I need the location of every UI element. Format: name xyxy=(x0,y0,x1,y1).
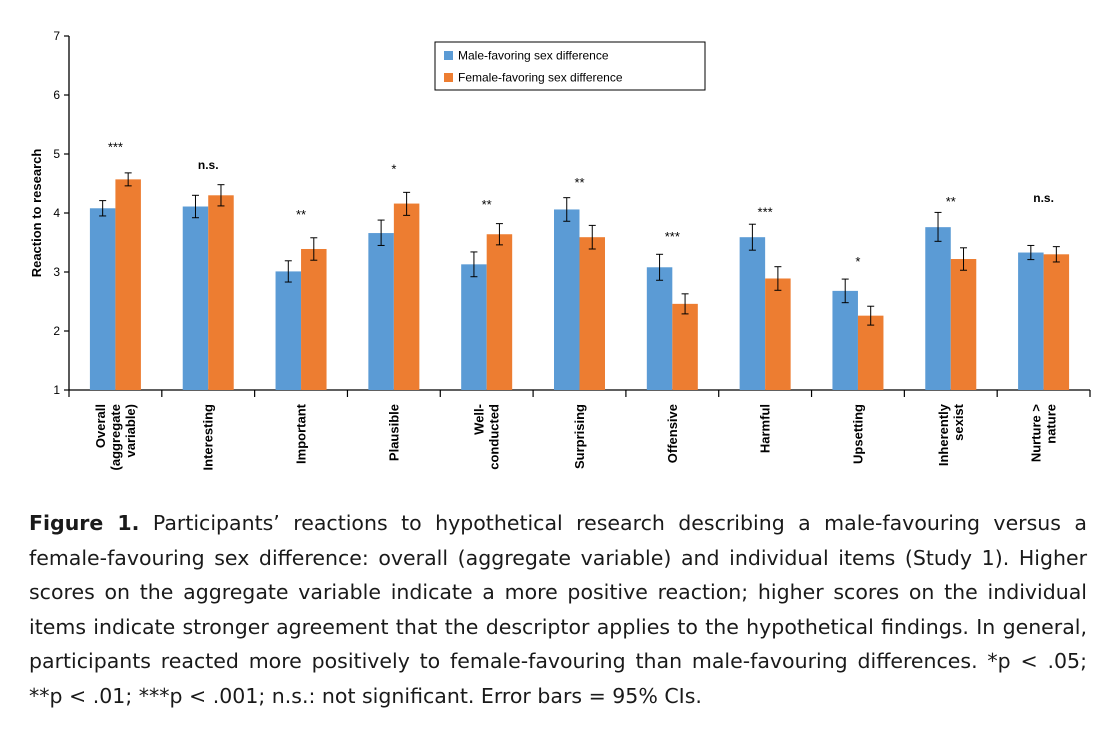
bar-female-favoring xyxy=(115,179,141,390)
bar-female-favoring xyxy=(579,237,605,390)
bar-female-favoring xyxy=(765,278,791,390)
bar-female-favoring xyxy=(486,234,513,390)
bar-male-favoring xyxy=(368,233,394,390)
bar-female-favoring xyxy=(857,315,884,390)
significance-label: ** xyxy=(946,194,956,209)
significance-label: * xyxy=(855,254,860,269)
bar-female-favoring xyxy=(208,195,234,390)
x-category-label: Interesting xyxy=(201,404,216,471)
legend-box xyxy=(434,41,706,91)
x-category-label: variable) xyxy=(123,404,138,457)
bar-male-favoring xyxy=(925,227,951,390)
bar-female-favoring xyxy=(672,303,698,390)
x-category-label: conducted xyxy=(487,404,502,470)
x-category-label: Harmful xyxy=(758,404,773,453)
legend-label: Female-favoring sex difference xyxy=(458,71,623,85)
y-tick-label: 5 xyxy=(53,147,60,161)
y-tick-label: 4 xyxy=(53,206,60,220)
x-category-label: (aggregate xyxy=(108,404,123,470)
x-category-label: Inherently xyxy=(936,403,951,466)
y-tick-label: 6 xyxy=(53,88,60,102)
y-tick-label: 1 xyxy=(53,383,60,397)
bar-male-favoring xyxy=(182,206,209,390)
figure-label: Figure 1. xyxy=(29,511,140,535)
significance-label: ** xyxy=(482,197,492,212)
bar-male-favoring xyxy=(275,271,302,390)
y-axis-title: Reaction to research xyxy=(29,149,44,278)
x-category-label: Surprising xyxy=(572,404,587,469)
bar-female-favoring xyxy=(393,203,420,390)
significance-label: n.s. xyxy=(1033,191,1054,205)
figure-caption: Figure 1. Participants’ reactions to hyp… xyxy=(29,506,1087,713)
significance-label: *** xyxy=(108,140,123,155)
significance-label: ** xyxy=(296,207,306,222)
legend-swatch xyxy=(444,51,453,60)
y-tick-label: 7 xyxy=(53,29,60,43)
bar-male-favoring xyxy=(646,267,673,390)
significance-label: n.s. xyxy=(198,158,219,172)
bar-male-favoring xyxy=(461,264,487,390)
x-category-label: Plausible xyxy=(386,404,401,461)
figure-caption-text: Participants’ reactions to hypothetical … xyxy=(29,511,1087,708)
y-tick-label: 3 xyxy=(53,265,60,279)
bar-male-favoring xyxy=(1018,252,1044,390)
x-category-label: Nurture > xyxy=(1029,404,1044,463)
x-category-label: Upsetting xyxy=(850,404,865,464)
bar-male-favoring xyxy=(554,209,580,390)
x-category-label: Offensive xyxy=(665,404,680,463)
legend-swatch xyxy=(444,73,453,82)
x-category-label: Overall xyxy=(93,404,108,448)
bar-male-favoring xyxy=(89,208,116,390)
bar-female-favoring xyxy=(301,248,327,390)
bar-female-favoring xyxy=(950,259,977,390)
x-category-label: Important xyxy=(294,403,309,464)
bar-male-favoring xyxy=(739,237,766,390)
significance-label: ** xyxy=(574,175,584,190)
bar-female-favoring xyxy=(1043,254,1070,390)
legend-label: Male-favoring sex difference xyxy=(458,49,609,63)
x-category-label: sexist xyxy=(951,403,966,441)
y-tick-label: 2 xyxy=(53,324,60,338)
x-category-label: Well- xyxy=(472,404,487,435)
significance-label: *** xyxy=(758,205,773,220)
significance-label: * xyxy=(391,162,396,177)
bar-male-favoring xyxy=(832,290,858,390)
x-category-label: nature xyxy=(1044,404,1059,444)
significance-label: *** xyxy=(665,229,680,244)
